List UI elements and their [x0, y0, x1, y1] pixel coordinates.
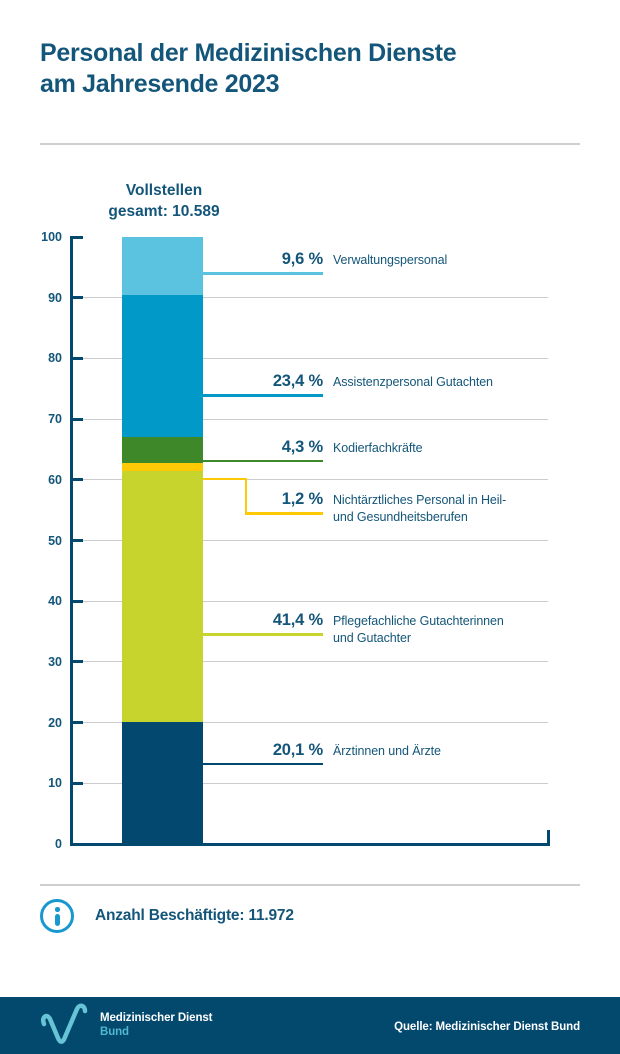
- gridline-90: [71, 297, 548, 299]
- footer-logo-title: Medizinischer Dienst: [100, 1012, 213, 1024]
- callout-line-3-a: [203, 477, 247, 480]
- bar-segment-0: [122, 237, 203, 296]
- y-tick-100: [70, 235, 83, 239]
- callout-percent-1: 23,4 %: [272, 372, 323, 390]
- y-tick-label-90: 90: [48, 290, 62, 305]
- info-divider: [40, 884, 580, 886]
- bar-total-line1: Vollstellen: [125, 182, 203, 199]
- gridline-30: [71, 661, 548, 663]
- title-divider: [40, 143, 580, 145]
- bar-total-line2: gesamt: 10.589: [108, 203, 220, 220]
- bar-segment-2: [122, 437, 203, 464]
- page-title-line1: Personal der Medizinischen Dienste: [40, 39, 457, 67]
- y-tick-label-60: 60: [48, 472, 62, 487]
- callout-label-3-line-1: und Gesundheitsberufen: [333, 509, 468, 524]
- bar-segment-5: [122, 721, 203, 844]
- y-tick-30: [70, 660, 83, 664]
- x-axis-right-cap: [547, 829, 550, 844]
- bar-segment-1: [122, 295, 203, 438]
- gridline-60: [71, 479, 548, 481]
- y-tick-60: [70, 478, 83, 482]
- info-icon: [40, 899, 74, 933]
- callout-label-4: Pflegefachliche Gutachterinnen und Gutach…: [333, 613, 583, 646]
- x-axis-line: [70, 842, 550, 846]
- gridline-70: [71, 418, 548, 420]
- callout-label-0-line-0: Verwaltungspersonal: [333, 253, 448, 267]
- gridline-80: [71, 357, 548, 359]
- callout-line-5: [203, 762, 323, 765]
- callout-line-4: [203, 633, 323, 636]
- gridline-50: [71, 540, 548, 541]
- callout-percent-4: 41,4 %: [272, 611, 323, 629]
- callout-line-3-v: [244, 477, 247, 515]
- y-tick-label-100: 100: [41, 230, 62, 244]
- callout-line-1: [203, 394, 323, 397]
- y-tick-40: [70, 599, 83, 603]
- medizinischer-dienst-logo-checkmark-icon: [36, 1001, 92, 1054]
- y-tick-80: [70, 356, 83, 360]
- callout-line-3-b: [244, 512, 323, 515]
- callout-percent-2: 4,3 %: [281, 437, 323, 456]
- callout-label-1: Assistenzpersonal Gutachten: [333, 374, 583, 391]
- callout-label-3: Nichtärztliches Personal in Heil-und Ges…: [333, 492, 583, 525]
- footer-bar: Medizinischer Dienst Bund Quelle: Medizi…: [0, 997, 620, 1054]
- gridline-20: [71, 722, 548, 724]
- employee-count-text: Anzahl Beschäftigte: 11.972: [95, 907, 294, 924]
- callout-percent-5: 20,1 %: [272, 740, 323, 759]
- y-tick-label-30: 30: [48, 654, 62, 669]
- y-tick-0: [70, 842, 83, 846]
- y-tick-70: [70, 417, 83, 421]
- y-tick-90: [70, 296, 83, 300]
- y-tick-label-10: 10: [48, 776, 62, 791]
- callout-label-4-line-0: Pflegefachliche Gutachterinnen: [333, 614, 504, 628]
- gridline-10: [71, 782, 548, 784]
- callout-label-5: Ärztinnen und Ärzte: [333, 743, 583, 760]
- y-tick-20: [70, 721, 83, 725]
- y-tick-label-70: 70: [48, 412, 62, 427]
- callout-line-0: [203, 272, 323, 275]
- page-title: Personal der Medizinischen Dienste am Ja…: [40, 38, 457, 100]
- footer-logo-text: Medizinischer Dienst Bund: [100, 1011, 212, 1039]
- y-tick-label-40: 40: [48, 594, 62, 609]
- bar-segment-4: [122, 470, 203, 722]
- gridline-40: [71, 600, 548, 602]
- bar-segment-3: [122, 463, 203, 471]
- y-tick-10: [70, 781, 83, 785]
- info-icon-dot: [55, 907, 60, 912]
- y-tick-50: [70, 539, 83, 542]
- source-text: Quelle: Medizinischer Dienst Bund: [394, 1021, 580, 1033]
- callout-label-1-line-0: Assistenzpersonal Gutachten: [333, 375, 493, 389]
- callout-label-4-line-1: und Gutachter: [333, 630, 411, 645]
- callout-label-0: Verwaltungspersonal: [333, 252, 583, 269]
- callout-percent-0: 9,6 %: [281, 250, 323, 268]
- callout-line-2: [203, 459, 323, 462]
- y-tick-label-20: 20: [48, 715, 62, 730]
- y-tick-label-0: 0: [55, 837, 62, 851]
- page-title-line2: am Jahresende 2023: [40, 70, 280, 98]
- callout-label-2: Kodierfachkräfte: [333, 440, 583, 457]
- y-tick-label-50: 50: [48, 533, 62, 548]
- info-icon-stem: [55, 913, 60, 926]
- callout-percent-3: 1,2 %: [281, 490, 323, 508]
- bar-total-annotation: Vollstellen gesamt: 10.589: [64, 180, 264, 222]
- footer-logo-subtitle: Bund: [100, 1026, 129, 1038]
- callout-label-5-line-0: Ärztinnen und Ärzte: [333, 743, 441, 758]
- y-tick-label-80: 80: [48, 351, 62, 366]
- callout-label-2-line-0: Kodierfachkräfte: [333, 440, 423, 455]
- callout-label-3-line-0: Nichtärztliches Personal in Heil-: [333, 493, 507, 507]
